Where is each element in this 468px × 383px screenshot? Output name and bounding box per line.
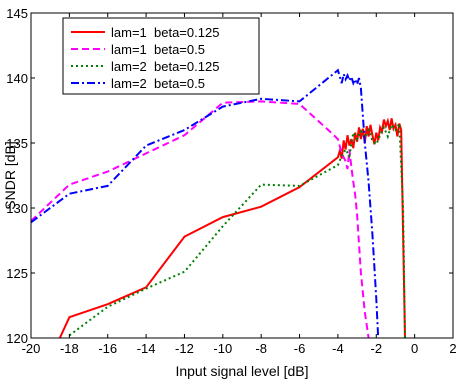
plot-frame [30, 12, 454, 339]
y-tick-label: 135 [6, 136, 28, 151]
legend: lam=1 beta=0.125 lam=1 beta=0.5 lam=2 beta… [62, 17, 260, 95]
x-tick-label: -8 [255, 341, 267, 356]
x-tick-label: -2 [370, 341, 382, 356]
legend-label-1: lam=1 beta=0.125 [111, 25, 219, 40]
x-tick-label: -10 [213, 341, 232, 356]
x-tick-label: 0 [411, 341, 418, 356]
series-line-4 [31, 68, 380, 338]
y-tick-label: 140 [6, 71, 28, 86]
y-tick-label: 130 [6, 201, 28, 216]
legend-label-2: lam=1 beta=0.5 [111, 42, 205, 57]
x-tick-label: -16 [98, 341, 117, 356]
legend-label-4: lam=2 beta=0.5 [111, 76, 205, 91]
y-tick-label: 145 [6, 6, 28, 21]
legend-label-3: lam=2 beta=0.125 [111, 59, 219, 74]
x-tick-label: -14 [137, 341, 156, 356]
y-tick-label: 125 [6, 266, 28, 281]
axis-ticks: -20 -18 -16 -14 -12 -10 -8 -6 -4 -2 0 2120125130135… [6, 6, 456, 356]
series-line-2 [31, 100, 370, 338]
x-tick-label: -18 [60, 341, 79, 356]
plot-area [30, 12, 454, 339]
series-line-3 [68, 120, 406, 338]
legend-box [62, 17, 260, 95]
series-line-1 [58, 117, 406, 338]
x-axis-label: Input signal level [dB] [175, 363, 308, 379]
x-tick-label: -20 [22, 341, 41, 356]
y-tick-label: 120 [6, 331, 28, 346]
y-axis-label: SNDR [dB] [2, 141, 18, 209]
x-tick-label: 2 [449, 341, 456, 356]
x-tick-label: -12 [175, 341, 194, 356]
x-tick-label: -6 [294, 341, 306, 356]
x-tick-label: -4 [332, 341, 344, 356]
